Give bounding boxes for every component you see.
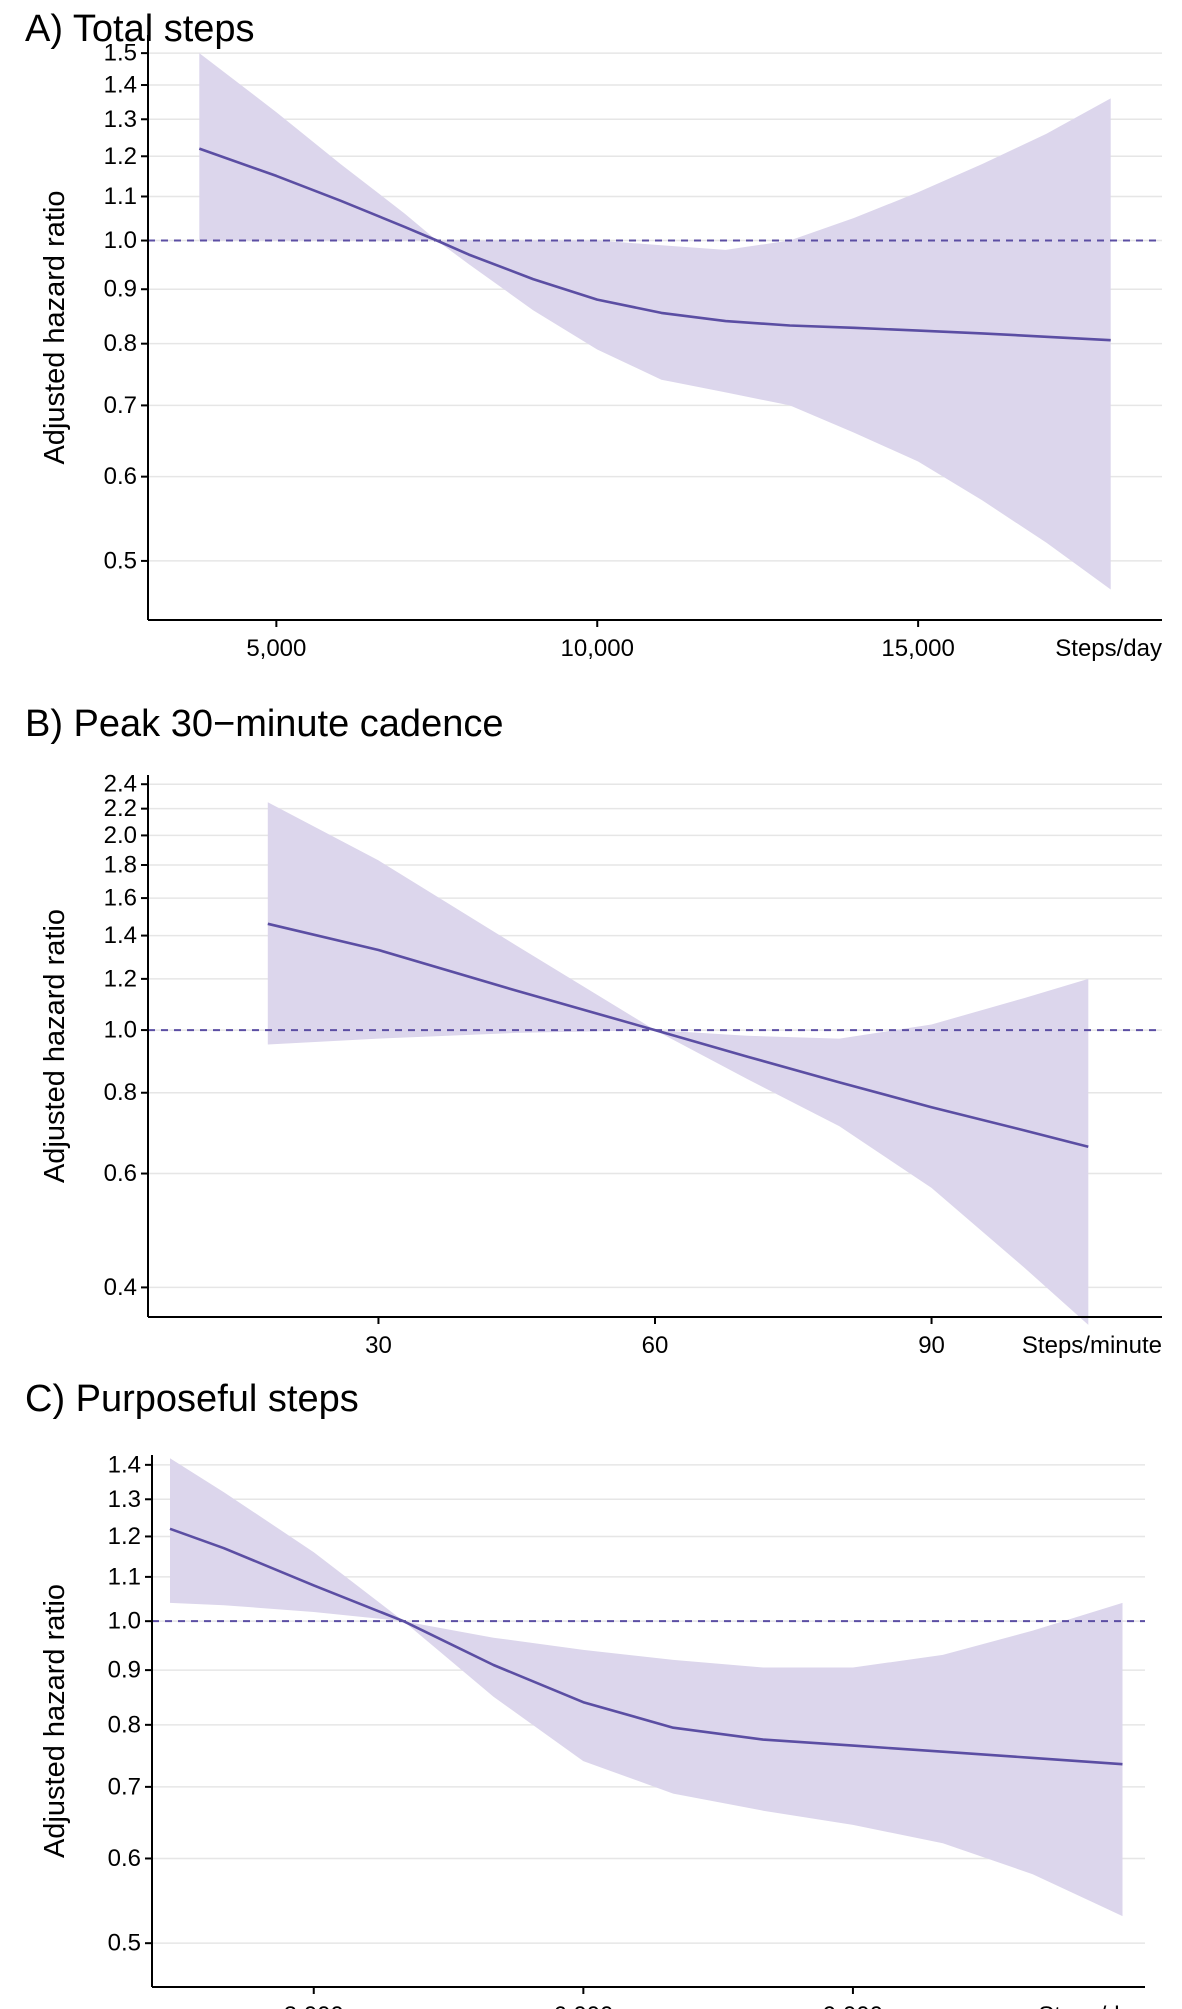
y-tick-label: 2.0 (104, 822, 137, 849)
y-tick-label: 0.8 (104, 330, 137, 357)
y-tick-label: 2.4 (104, 771, 137, 798)
y-tick-label: 1.2 (104, 965, 137, 992)
panel-c-title: C) Purposeful steps (25, 1378, 359, 1420)
x-tick-label: 6,000 (553, 2002, 613, 2009)
y-tick-label: 1.0 (104, 1017, 137, 1044)
y-tick-label: 0.5 (108, 1930, 141, 1957)
y-tick-label: 1.3 (108, 1486, 141, 1513)
y-tick-label: 0.6 (104, 463, 137, 490)
x-tick-label: 90 (918, 1332, 945, 1359)
panel-a-title: A) Total steps (25, 8, 255, 50)
panel-b-chart: 0.4 0.6 0.8 1.0 1.2 1.4 1.6 1.8 2.02.22.4 30 60 90 S… (39, 771, 1162, 1359)
y-tick-label: 0.6 (108, 1845, 141, 1872)
y-tick-label: 1.0 (108, 1608, 141, 1635)
y-tick-label: 1.2 (108, 1523, 141, 1550)
panel-c-chart: 0.5 0.6 0.7 0.8 0.9 1.0 1.1 1.2 1.3 1.4 3,000 6,000… (39, 1451, 1145, 2009)
confidence-band (267, 802, 1089, 1325)
hazard-ratio-line (198, 147, 1111, 342)
x-tick-label: 5,000 (246, 635, 306, 662)
confidence-band (199, 53, 1111, 590)
panel-b: B) Peak 30−minute cadence 0.4 0.6 0.8 1.0 1.… (0, 675, 1182, 1365)
y-tick-label: 1.0 (104, 227, 137, 254)
x-tick-label: 15,000 (881, 635, 954, 662)
panel-b-title: B) Peak 30−minute cadence (25, 703, 504, 745)
x-tick-label: 3,000 (284, 2002, 344, 2009)
x-axis-label: Steps/day (1055, 635, 1162, 662)
y-tick-label: 0.9 (108, 1657, 141, 1684)
y-tick-label: 0.5 (104, 547, 137, 574)
x-tick-label: 9,000 (823, 2002, 883, 2009)
x-tick-label: 60 (642, 1332, 669, 1359)
y-tick-label: 1.4 (104, 72, 137, 99)
y-tick-label: 0.9 (104, 276, 137, 303)
y-tick-label: 2.2 (104, 795, 137, 822)
y-tick-label: 1.3 (104, 106, 137, 133)
panel-c: C) Purposeful steps 0.5 0.6 0.7 0.8 0.9 1.0 1.… (0, 1365, 1182, 2009)
x-tick-label: 30 (365, 1332, 392, 1359)
y-tick-label: 1.8 (104, 852, 137, 879)
y-tick-label: 1.4 (108, 1451, 141, 1478)
y-tick-label: 1.2 (104, 143, 137, 170)
x-tick-label: 10,000 (561, 635, 634, 662)
x-axis-label: Steps/day (1038, 2002, 1145, 2009)
y-tick-label: 0.6 (104, 1160, 137, 1187)
y-axis-label: Adjusted hazard ratio (39, 190, 71, 464)
y-axis-label: Adjusted hazard ratio (39, 909, 71, 1183)
y-tick-label: 1.6 (104, 885, 137, 912)
y-tick-label: 0.8 (104, 1079, 137, 1106)
hazard-ratio-line (169, 1527, 1123, 1766)
y-axis-label: Adjusted hazard ratio (39, 1584, 71, 1858)
y-tick-label: 0.7 (104, 392, 137, 419)
panel-a-chart: 0.5 0.6 0.7 0.8 0.9 1.0 1.1 1.2 1.3 1.4 1.5 5,000 10… (39, 35, 1162, 662)
confidence-band (170, 1458, 1123, 1917)
x-axis-label: Steps/minute (1022, 1332, 1162, 1359)
y-tick-label: 1.1 (108, 1563, 141, 1590)
y-tick-label: 1.1 (104, 183, 137, 210)
y-tick-label: 0.8 (108, 1711, 141, 1738)
y-tick-label: 1.5 (104, 40, 137, 67)
y-tick-label: 0.7 (108, 1773, 141, 1800)
hazard-ratio-line (267, 922, 1089, 1149)
panel-a: A) Total steps 0.5 0.6 0.7 0.8 0.9 1.0 1.1 1.2 1… (0, 0, 1182, 675)
y-tick-label: 0.4 (104, 1274, 137, 1301)
y-tick-label: 1.4 (104, 922, 137, 949)
